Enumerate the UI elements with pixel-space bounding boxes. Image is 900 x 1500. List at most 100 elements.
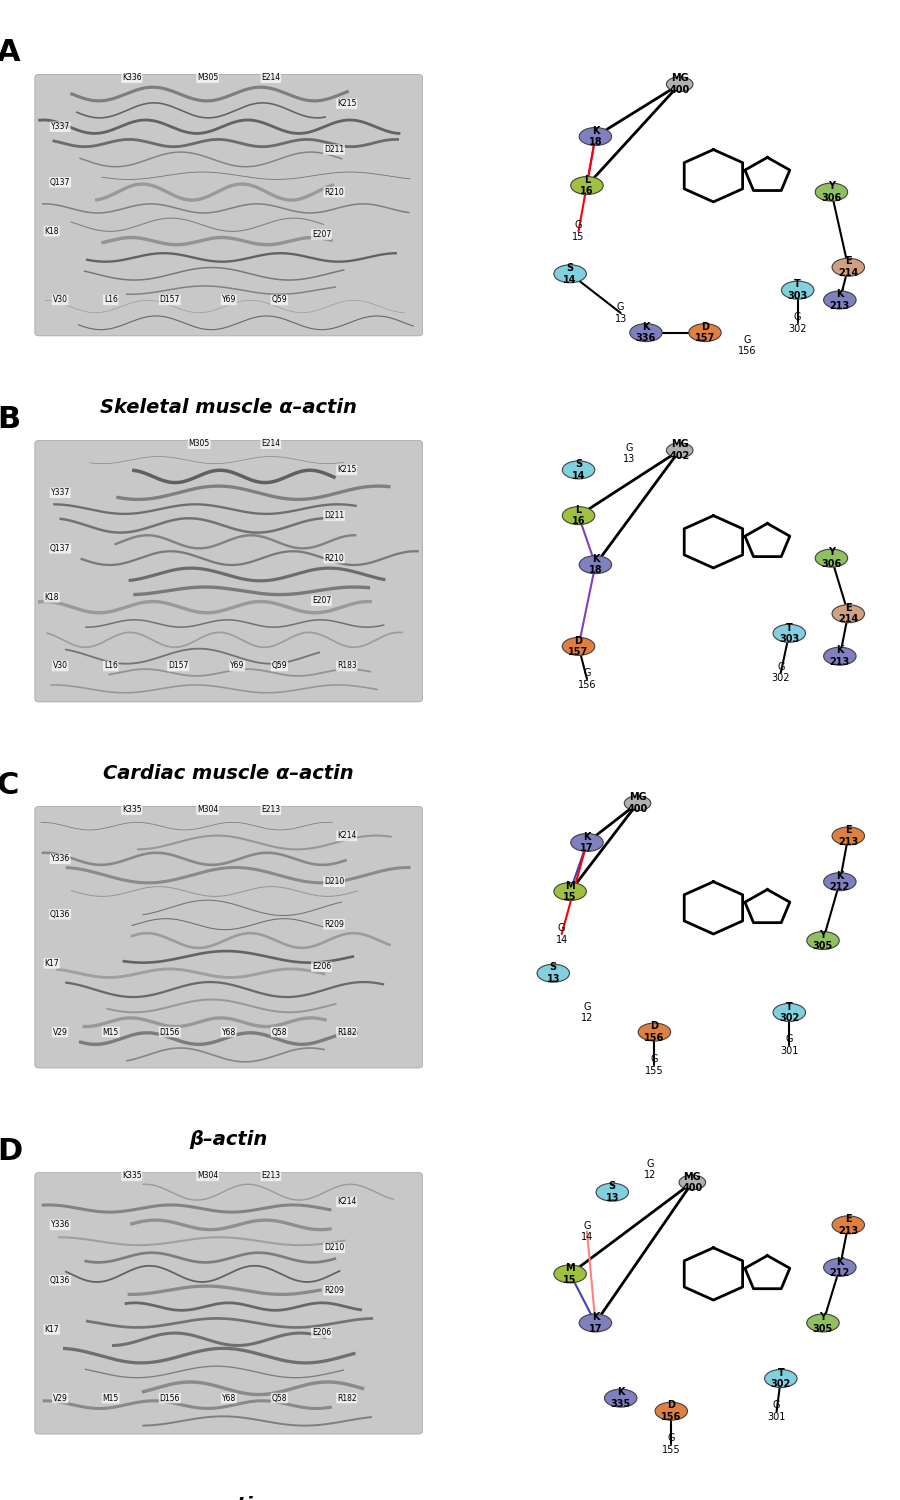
Text: Skeletal muscle α–actin: Skeletal muscle α–actin bbox=[100, 398, 357, 417]
Text: K214: K214 bbox=[338, 1197, 356, 1206]
Text: T
302: T 302 bbox=[770, 1368, 791, 1389]
Text: K18: K18 bbox=[44, 592, 59, 602]
Ellipse shape bbox=[765, 1370, 797, 1388]
Text: K
212: K 212 bbox=[830, 1257, 850, 1278]
Text: B: B bbox=[0, 405, 20, 433]
Ellipse shape bbox=[605, 1389, 637, 1407]
Text: E206: E206 bbox=[311, 1328, 331, 1336]
Text: G
12: G 12 bbox=[580, 1002, 593, 1023]
Text: Y
306: Y 306 bbox=[822, 548, 842, 568]
Text: D157: D157 bbox=[168, 662, 188, 670]
Text: L
16: L 16 bbox=[572, 506, 585, 526]
Text: K335: K335 bbox=[122, 806, 141, 814]
Text: R182: R182 bbox=[337, 1028, 356, 1036]
Ellipse shape bbox=[630, 324, 662, 342]
Ellipse shape bbox=[571, 834, 603, 852]
Ellipse shape bbox=[824, 1258, 856, 1276]
Text: D
157: D 157 bbox=[695, 322, 716, 344]
Text: Y337: Y337 bbox=[50, 122, 70, 130]
Text: G
301: G 301 bbox=[768, 1401, 786, 1422]
Text: MG
400: MG 400 bbox=[670, 74, 689, 94]
Ellipse shape bbox=[571, 177, 603, 195]
Text: K17: K17 bbox=[44, 958, 59, 968]
Text: A: A bbox=[0, 39, 21, 68]
Text: K
18: K 18 bbox=[589, 126, 602, 147]
Ellipse shape bbox=[537, 964, 570, 982]
Text: E
214: E 214 bbox=[838, 603, 859, 624]
Ellipse shape bbox=[824, 291, 856, 309]
Text: K
212: K 212 bbox=[830, 871, 850, 892]
Text: Cardiac muscle α–actin: Cardiac muscle α–actin bbox=[104, 764, 354, 783]
Text: K17: K17 bbox=[44, 1324, 59, 1334]
Text: S
14: S 14 bbox=[563, 262, 577, 285]
Text: γ–actin: γ–actin bbox=[190, 1496, 267, 1500]
Text: G
156: G 156 bbox=[738, 334, 756, 357]
Text: G
302: G 302 bbox=[788, 312, 807, 333]
Ellipse shape bbox=[562, 638, 595, 656]
Text: D
156: D 156 bbox=[662, 1401, 681, 1422]
Text: D211: D211 bbox=[324, 512, 344, 520]
Text: S
14: S 14 bbox=[572, 459, 585, 480]
Text: D
156: D 156 bbox=[644, 1022, 664, 1042]
Text: R210: R210 bbox=[324, 554, 344, 562]
Text: R210: R210 bbox=[324, 188, 344, 196]
Text: Q58: Q58 bbox=[272, 1394, 287, 1402]
Text: MG
400: MG 400 bbox=[627, 792, 648, 814]
Text: K
18: K 18 bbox=[589, 554, 602, 576]
Text: E213: E213 bbox=[261, 1172, 281, 1180]
Ellipse shape bbox=[824, 873, 856, 891]
Text: L16: L16 bbox=[104, 296, 118, 304]
Text: Y68: Y68 bbox=[221, 1028, 236, 1036]
Text: M304: M304 bbox=[197, 806, 219, 814]
Text: E
213: E 213 bbox=[838, 825, 859, 846]
FancyBboxPatch shape bbox=[35, 441, 423, 702]
Text: V29: V29 bbox=[53, 1028, 68, 1036]
Ellipse shape bbox=[554, 1264, 586, 1282]
Ellipse shape bbox=[666, 76, 693, 92]
Text: S
13: S 13 bbox=[606, 1182, 619, 1203]
Text: K
17: K 17 bbox=[580, 831, 594, 854]
Text: D157: D157 bbox=[159, 296, 180, 304]
FancyBboxPatch shape bbox=[35, 75, 423, 336]
Text: V30: V30 bbox=[52, 662, 68, 670]
Ellipse shape bbox=[773, 624, 806, 642]
Text: MG
400: MG 400 bbox=[682, 1172, 703, 1192]
Ellipse shape bbox=[666, 442, 693, 458]
Text: D211: D211 bbox=[324, 146, 344, 154]
Text: V30: V30 bbox=[52, 296, 68, 304]
Text: Y
306: Y 306 bbox=[822, 182, 842, 203]
Text: D
157: D 157 bbox=[569, 636, 589, 657]
Text: M15: M15 bbox=[103, 1028, 119, 1036]
Text: M
15: M 15 bbox=[563, 880, 577, 903]
Ellipse shape bbox=[773, 1004, 806, 1022]
Ellipse shape bbox=[815, 549, 848, 567]
Text: MG
402: MG 402 bbox=[670, 440, 689, 460]
Ellipse shape bbox=[832, 258, 865, 276]
Text: K
17: K 17 bbox=[589, 1312, 602, 1334]
Ellipse shape bbox=[580, 1314, 612, 1332]
Text: Q136: Q136 bbox=[50, 910, 70, 920]
Text: L
16: L 16 bbox=[580, 174, 594, 196]
Text: Y69: Y69 bbox=[230, 662, 244, 670]
Text: G
14: G 14 bbox=[555, 922, 568, 945]
Ellipse shape bbox=[832, 827, 865, 844]
Text: K
336: K 336 bbox=[636, 322, 656, 344]
FancyBboxPatch shape bbox=[35, 1173, 423, 1434]
Ellipse shape bbox=[815, 183, 848, 201]
Ellipse shape bbox=[832, 1216, 865, 1234]
Text: E207: E207 bbox=[311, 596, 331, 604]
Text: E214: E214 bbox=[261, 74, 281, 82]
Text: K18: K18 bbox=[44, 226, 59, 236]
Text: T
302: T 302 bbox=[779, 1002, 799, 1023]
Text: R209: R209 bbox=[324, 1286, 344, 1294]
Text: Y336: Y336 bbox=[50, 855, 70, 864]
Text: Q58: Q58 bbox=[272, 1028, 287, 1036]
Text: Q137: Q137 bbox=[50, 178, 70, 188]
Text: K335: K335 bbox=[122, 1172, 141, 1180]
Text: Q59: Q59 bbox=[272, 662, 287, 670]
Text: G
302: G 302 bbox=[771, 662, 790, 684]
Text: S
13: S 13 bbox=[546, 963, 560, 984]
Text: Y69: Y69 bbox=[221, 296, 236, 304]
Text: E214: E214 bbox=[261, 440, 281, 448]
Text: K
213: K 213 bbox=[830, 645, 850, 668]
